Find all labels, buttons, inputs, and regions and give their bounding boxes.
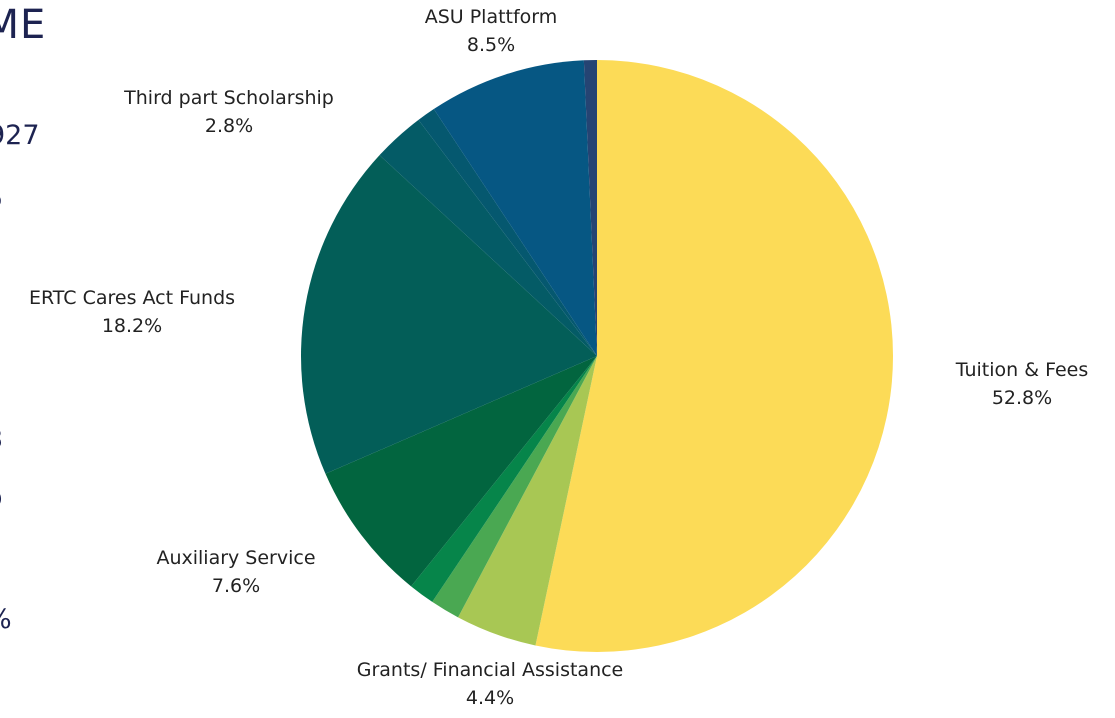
slice-label-grants: Grants/ Financial Assistance 4.4%: [357, 656, 624, 712]
slice-label-value: 4.4%: [465, 687, 515, 709]
side-text-fragment: 5: [0, 183, 3, 214]
pie-slice-6: [379, 119, 597, 356]
slice-label-name: ASU Plattform: [424, 6, 558, 28]
pie-slice-7: [418, 109, 597, 356]
side-text-fragment: 3: [0, 424, 3, 455]
page-heading-fragment: OME: [0, 2, 47, 48]
slice-label-name: Tuition & Fees: [955, 359, 1089, 381]
slice-label-name: Third part Scholarship: [124, 87, 334, 109]
slice-label-value: 18.2%: [101, 315, 163, 337]
slice-label-auxiliary: Auxiliary Service 7.6%: [156, 544, 315, 600]
slice-label-name: Grants/ Financial Assistance: [356, 659, 624, 681]
pie-slice-8: [433, 60, 597, 356]
pie-slice-9: [583, 59, 597, 356]
side-text-fragment: %: [0, 604, 12, 635]
slice-label-third-party: Third part Scholarship 2.8%: [124, 84, 334, 140]
slice-label-value: 52.8%: [991, 387, 1053, 409]
slice-label-tuition: Tuition & Fees 52.8%: [956, 356, 1089, 412]
side-text-fragment: o: [0, 482, 3, 513]
pie-slice-1: [458, 356, 597, 646]
slice-label-asu: ASU Plattform 8.5%: [425, 3, 558, 59]
slice-label-name: Auxiliary Service: [156, 547, 316, 569]
pie-slice-5: [301, 155, 597, 474]
pie-slice-4: [325, 356, 597, 587]
slice-label-value: 7.6%: [211, 575, 261, 597]
slice-label-name: ERTC Cares Act Funds: [28, 287, 236, 309]
slice-label-ertc: ERTC Cares Act Funds 18.2%: [29, 284, 235, 340]
pie-slice-3: [411, 356, 597, 602]
side-text-fragment: 927: [0, 120, 40, 151]
slice-label-value: 2.8%: [204, 115, 254, 137]
pie-slice-2: [432, 356, 597, 618]
slice-label-value: 8.5%: [466, 34, 516, 56]
pie-slice-0: [535, 60, 894, 653]
